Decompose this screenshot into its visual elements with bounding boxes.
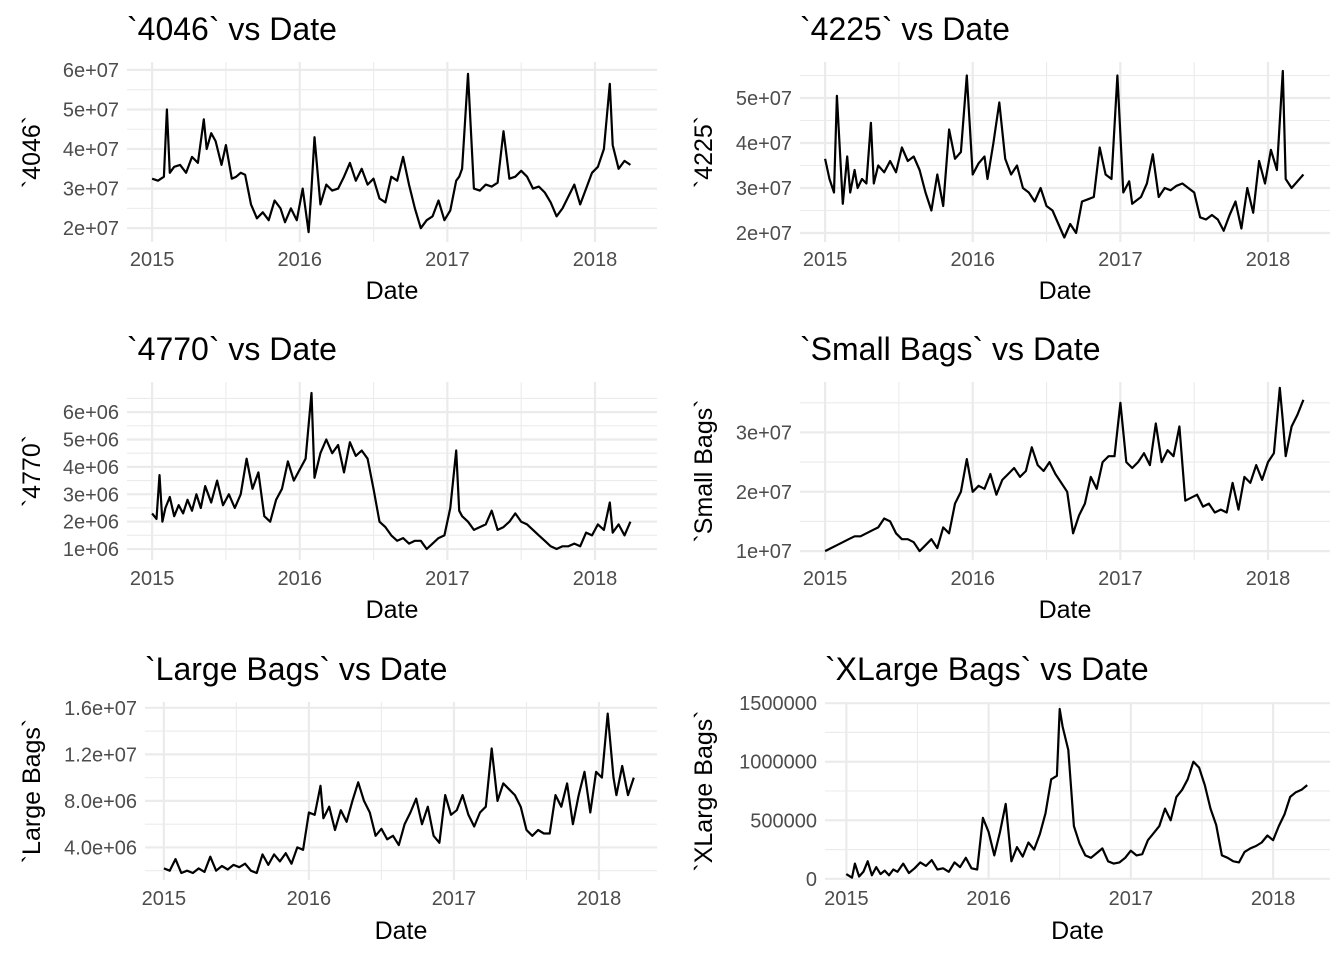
x-tick-label: 2016 xyxy=(277,249,322,271)
chart-title: `4770` vs Date xyxy=(127,331,337,367)
x-tick-label: 2017 xyxy=(425,249,470,271)
chart-panel-3: 1e+06 2e+06 3e+06 4e+06 5e+06 6e+06 2015 2016 20… xyxy=(18,331,657,624)
x-axis-title: Date xyxy=(366,277,419,305)
y-tick-label: 2e+07 xyxy=(736,482,792,504)
x-axis-title: Date xyxy=(1051,917,1104,945)
y-tick-label: 4e+07 xyxy=(736,133,792,155)
y-tick-label: 1e+06 xyxy=(63,539,119,561)
y-axis-title: `Large Bags` xyxy=(18,719,46,864)
series-line xyxy=(163,712,635,875)
y-tick-label: 4.0e+06 xyxy=(64,837,137,859)
y-tick-label: 3e+06 xyxy=(63,484,119,506)
x-tick-label: 2015 xyxy=(142,888,187,910)
series-line xyxy=(151,72,632,234)
y-tick-label: 2e+06 xyxy=(63,512,119,534)
y-tick-label: 1500000 xyxy=(739,693,817,715)
y-tick-label: 3e+07 xyxy=(736,422,792,444)
x-tick-label: 2015 xyxy=(130,568,175,590)
chart-panel-4: 1e+07 2e+07 3e+07 2015 2016 2017 2018 `Small Ba… xyxy=(690,331,1330,624)
y-tick-label: 2e+07 xyxy=(736,223,792,245)
y-tick-label: 1.6e+07 xyxy=(64,698,137,720)
chart-title: `Large Bags` vs Date xyxy=(145,651,447,687)
chart-title: `Small Bags` vs Date xyxy=(800,331,1101,367)
y-tick-label: 5e+07 xyxy=(736,88,792,110)
x-tick-label: 2017 xyxy=(1098,568,1143,590)
x-tick-label: 2017 xyxy=(425,568,470,590)
y-axis-title: `4225` xyxy=(690,116,718,188)
x-axis-title: Date xyxy=(1039,277,1092,305)
x-tick-label: 2015 xyxy=(824,888,869,910)
series-line xyxy=(824,386,1305,553)
x-tick-label: 2016 xyxy=(950,249,995,271)
x-axis-title: Date xyxy=(366,596,419,624)
series-line xyxy=(151,391,632,551)
chart-panel-5: 4.0e+06 8.0e+06 1.2e+07 1.6e+07 2015 2016 2017… xyxy=(18,651,657,945)
x-axis-title: Date xyxy=(375,917,428,945)
chart-title: `4225` vs Date xyxy=(800,11,1010,47)
y-tick-label: 3e+07 xyxy=(63,179,119,201)
y-axis-title: `4770` xyxy=(18,435,46,507)
y-tick-label: 6e+07 xyxy=(63,60,119,82)
y-tick-label: 0 xyxy=(806,869,817,891)
x-tick-label: 2017 xyxy=(1098,249,1143,271)
chart-panel-1: 2e+07 3e+07 4e+07 5e+07 6e+07 2015 2016 2017 201… xyxy=(18,11,657,305)
y-tick-label: 500000 xyxy=(750,810,817,832)
chart-panel-2: 2e+07 3e+07 4e+07 5e+07 2015 2016 2017 2018 `422… xyxy=(690,11,1330,305)
x-tick-label: 2016 xyxy=(950,568,995,590)
y-tick-label: 4e+06 xyxy=(63,457,119,479)
y-tick-label: 1e+07 xyxy=(736,541,792,563)
x-tick-label: 2016 xyxy=(287,888,332,910)
chart-title: `XLarge Bags` vs Date xyxy=(825,651,1149,687)
x-tick-label: 2015 xyxy=(803,568,848,590)
x-tick-label: 2017 xyxy=(1109,888,1154,910)
x-tick-label: 2018 xyxy=(1246,568,1291,590)
y-axis-title: `4046` xyxy=(18,116,46,188)
series-line xyxy=(824,69,1305,239)
x-tick-label: 2018 xyxy=(573,249,618,271)
x-tick-label: 2018 xyxy=(1251,888,1296,910)
y-tick-label: 6e+06 xyxy=(63,402,119,424)
y-tick-label: 3e+07 xyxy=(736,178,792,200)
series-line xyxy=(845,707,1308,879)
y-axis-title: `Small Bags` xyxy=(690,399,718,542)
y-tick-label: 4e+07 xyxy=(63,139,119,161)
y-tick-label: 1000000 xyxy=(739,752,817,774)
x-axis-title: Date xyxy=(1039,596,1092,624)
x-tick-label: 2018 xyxy=(1246,249,1291,271)
x-tick-label: 2016 xyxy=(277,568,322,590)
x-tick-label: 2018 xyxy=(573,568,618,590)
y-tick-label: 5e+07 xyxy=(63,99,119,121)
y-tick-label: 1.2e+07 xyxy=(64,744,137,766)
x-tick-label: 2016 xyxy=(966,888,1011,910)
x-tick-label: 2015 xyxy=(130,249,175,271)
x-tick-label: 2015 xyxy=(803,249,848,271)
x-tick-label: 2018 xyxy=(577,888,622,910)
x-tick-label: 2017 xyxy=(432,888,477,910)
chart-title: `4046` vs Date xyxy=(127,11,337,47)
y-tick-label: 8.0e+06 xyxy=(64,791,137,813)
y-axis-title: `XLarge Bags` xyxy=(690,710,718,871)
chart-panel-6: 0 500000 1000000 1500000 2015 2016 2017 2018 `XL… xyxy=(690,651,1330,945)
y-tick-label: 2e+07 xyxy=(63,218,119,240)
y-tick-label: 5e+06 xyxy=(63,430,119,452)
